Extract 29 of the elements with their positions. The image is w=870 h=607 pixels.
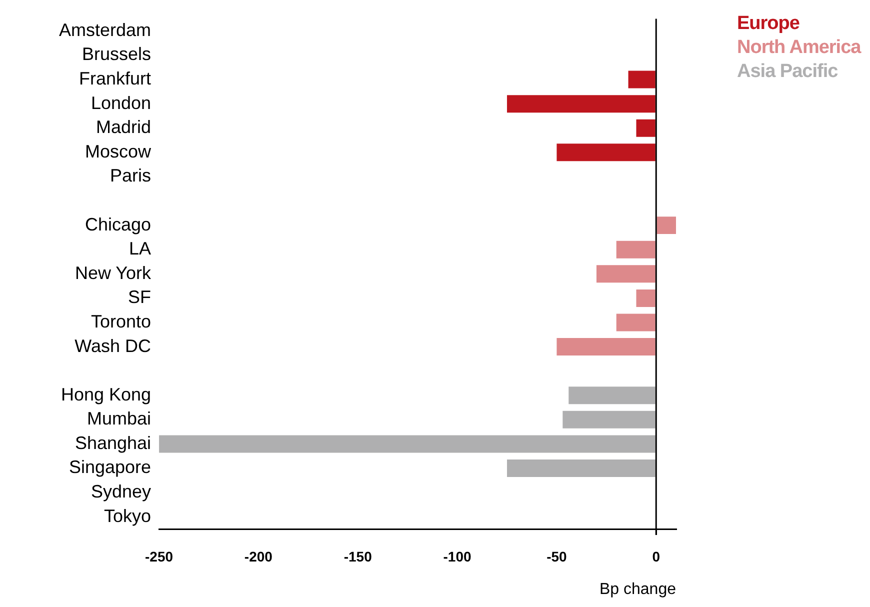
x-tick-label: -50: [546, 548, 568, 564]
y-tick-label: LA: [128, 238, 152, 259]
text: Europe: [737, 12, 800, 36]
x-tick-label: 0: [652, 548, 660, 564]
y-tick-label: Sydney: [90, 482, 152, 502]
y-tick-label: Moscow: [85, 141, 152, 162]
text: North America: [737, 36, 861, 60]
x-tick-label: -150: [344, 548, 372, 564]
y-tick-label: Brussels: [82, 44, 152, 64]
y-tick-label: Paris: [110, 166, 152, 186]
x-tick-label: -250: [145, 548, 174, 564]
y-tick-label: London: [90, 92, 152, 113]
x-tick-label: -200: [244, 548, 273, 564]
y-tick-label: Tokyo: [104, 506, 152, 526]
y-tick-label: Chicago: [84, 214, 152, 234]
y-tick-label: Hong Kong: [60, 384, 152, 404]
y-tick-label: Frankfurt: [78, 68, 152, 89]
y-tick-label: New York: [74, 262, 152, 283]
x-axis-title: Bp change: [599, 580, 676, 598]
y-tick-label: Mumbai: [86, 408, 152, 429]
y-tick-label: Singapore: [68, 457, 152, 478]
y-tick-label: Shanghai: [74, 432, 152, 453]
y-tick-label: Toronto: [90, 311, 152, 332]
y-tick-label: SF: [128, 287, 152, 308]
y-tick-label: Madrid: [96, 117, 152, 138]
y-tick-label: Wash DC: [74, 336, 152, 356]
y-tick-label: Amsterdam: [58, 20, 152, 40]
x-tick-label: -100: [443, 548, 472, 564]
text: Asia Pacific: [737, 60, 839, 84]
